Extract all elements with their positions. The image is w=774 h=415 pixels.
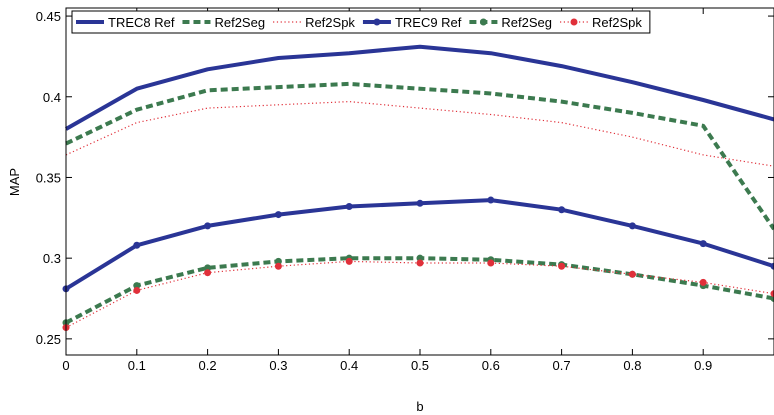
x-tick-label: 0 (62, 358, 69, 373)
series-5-point (558, 262, 566, 270)
series-3-point (274, 211, 282, 219)
plot-area (66, 8, 774, 355)
y-tick-label: 0.25 (36, 332, 61, 347)
series-line-0 (65, 44, 774, 131)
legend-label-0: TREC8 Ref (108, 15, 175, 30)
series-3-point (416, 199, 424, 207)
series-5-point (628, 270, 636, 278)
legend-label-1: Ref2Seg (214, 15, 265, 30)
series-line-2 (65, 100, 774, 167)
series-4-point (416, 254, 424, 262)
legend-label-4: Ref2Seg (501, 15, 552, 30)
legend-label-2: Ref2Spk (305, 15, 355, 30)
legend-marker-3 (373, 18, 381, 26)
x-tick-label: 0.7 (553, 358, 571, 373)
legend-label-5: Ref2Spk (592, 15, 642, 30)
y-tick-label: 0.35 (36, 170, 61, 185)
x-tick-label: 0.8 (623, 358, 641, 373)
series-4-point (204, 264, 212, 272)
y-tick-label: 0.45 (36, 9, 61, 24)
series-3-point (133, 241, 141, 249)
legend-label-3: TREC9 Ref (395, 15, 462, 30)
series-3-point (558, 206, 566, 214)
series-4-point (133, 282, 141, 290)
x-tick-label: 0.9 (694, 358, 712, 373)
series-5-point (487, 259, 495, 267)
legend-box (71, 10, 651, 34)
x-tick-label: 0.3 (269, 358, 287, 373)
series-5-point (204, 269, 212, 277)
series-3-point (204, 222, 212, 230)
y-tick-label: 0.4 (43, 90, 61, 105)
series-5-point (345, 257, 353, 265)
x-tick-label: 0.4 (340, 358, 358, 373)
series-3-point (699, 240, 707, 248)
x-tick-label: 0.6 (482, 358, 500, 373)
series-5-point (770, 290, 774, 298)
series-3-point (487, 196, 495, 204)
series-line-1 (65, 81, 774, 231)
x-axis-label: b (416, 399, 423, 414)
series-5-point (699, 278, 707, 286)
series-4-point (274, 257, 282, 265)
y-axis-label: MAP (7, 168, 22, 196)
series-3-point (770, 262, 774, 270)
legend-marker-4 (479, 18, 487, 26)
series-5-point (416, 259, 424, 267)
series-3-point (628, 222, 636, 230)
series-5-point (133, 286, 141, 294)
x-tick-label: 0.5 (411, 358, 429, 373)
y-tick-label: 0.3 (43, 251, 61, 266)
x-tick-label: 0.1 (128, 358, 146, 373)
legend-marker-5 (570, 18, 578, 26)
series-3-point (345, 203, 353, 211)
x-tick-label: 0.2 (199, 358, 217, 373)
series-5-point (274, 262, 282, 270)
